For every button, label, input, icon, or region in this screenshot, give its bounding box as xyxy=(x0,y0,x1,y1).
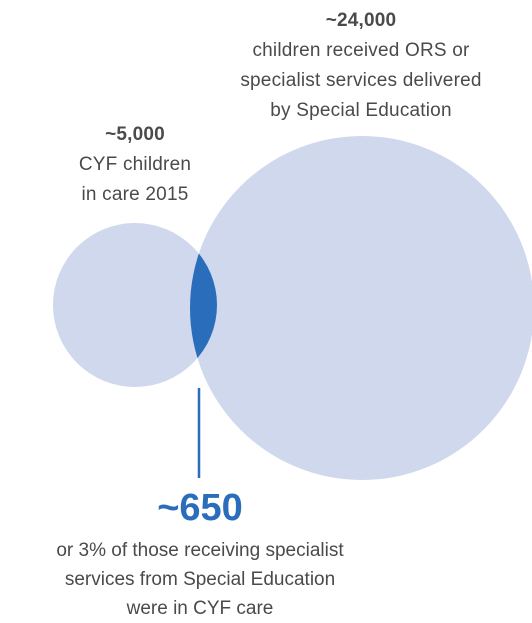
large-circle-desc-line-2: specialist services delivered xyxy=(240,70,482,91)
large-circle-value: ~24,000 xyxy=(325,10,397,31)
small-circle-desc-line-2: in care 2015 xyxy=(81,184,189,205)
small-circle xyxy=(53,223,217,387)
small-circle-value: ~5,000 xyxy=(105,124,165,145)
overlap-desc-line-2: services from Special Education xyxy=(64,569,336,590)
small-circle-label: ~5,000 CYF children in care 2015 xyxy=(40,120,230,210)
large-circle-label: ~24,000 children received ORS or special… xyxy=(200,6,522,126)
overlap-description: or 3% of those receiving specialist serv… xyxy=(0,536,400,623)
overlap-desc-line-3: were in CYF care xyxy=(126,598,274,619)
overlap-value: ~650 xyxy=(157,487,243,529)
large-circle xyxy=(190,136,532,480)
large-circle-desc-line-1: children received ORS or xyxy=(252,40,470,61)
overlap-desc-line-1: or 3% of those receiving specialist xyxy=(56,540,344,561)
large-circle-desc-line-3: by Special Education xyxy=(270,100,452,121)
small-circle-desc-line-1: CYF children xyxy=(78,154,192,175)
